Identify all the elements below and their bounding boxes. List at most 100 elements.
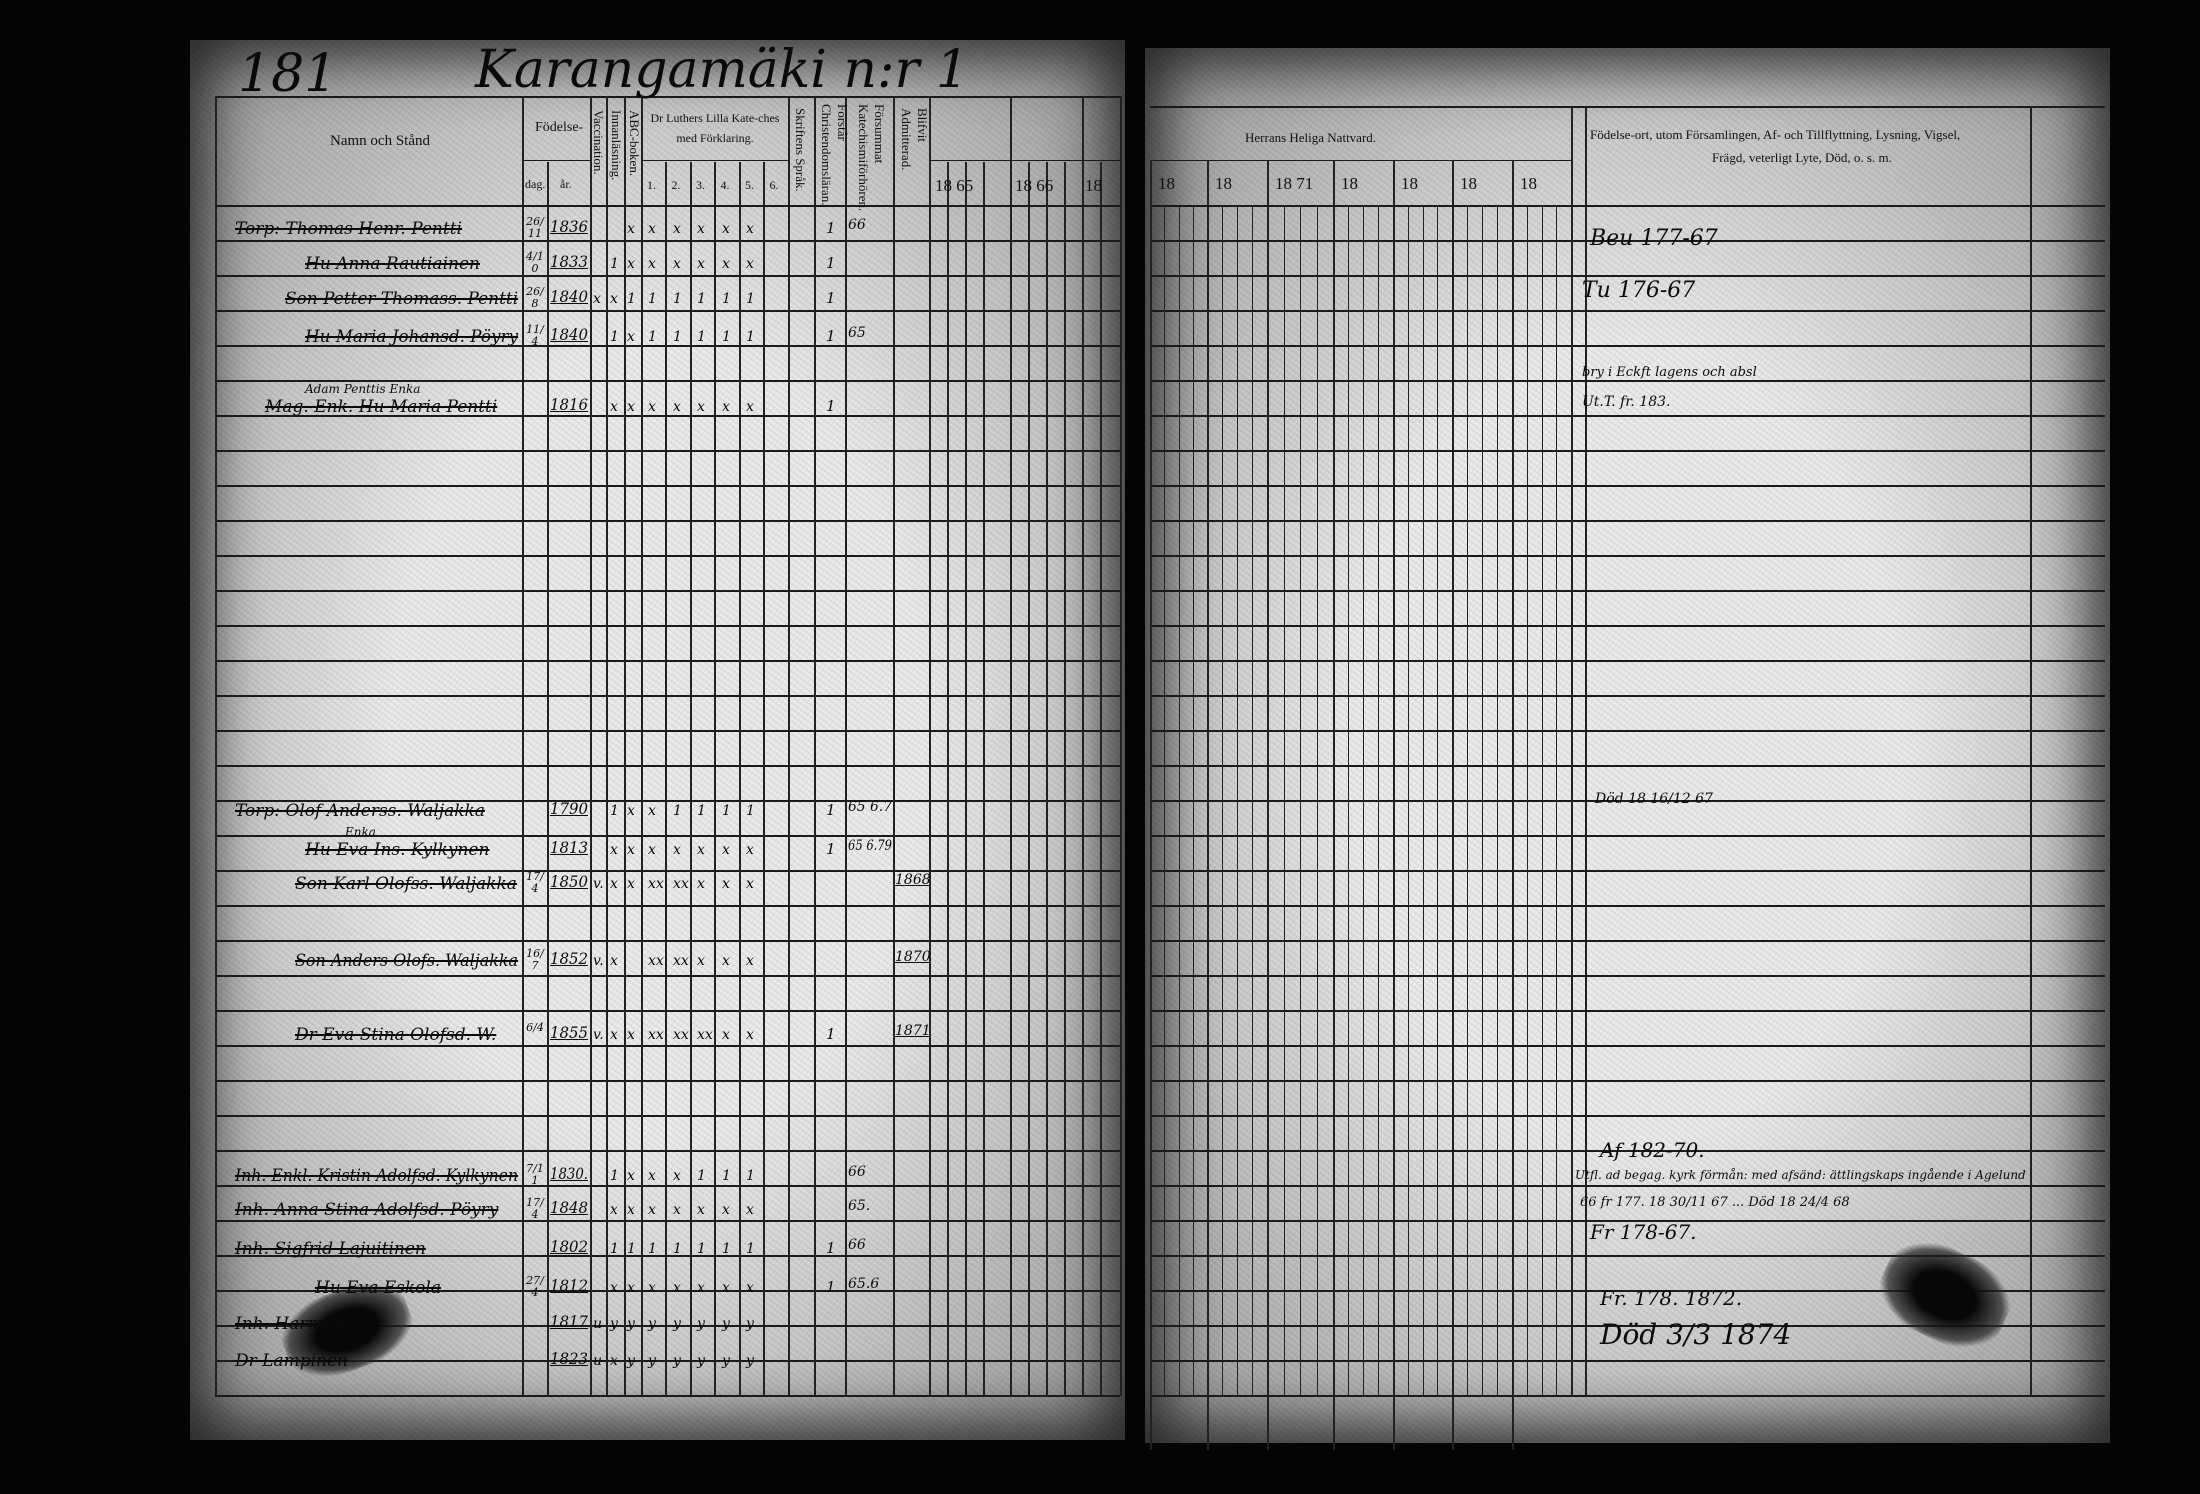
header-catechism-part: 6. [769, 178, 779, 192]
header-communion-year: 18 71 [1275, 174, 1314, 193]
entry-mark: xx [648, 876, 664, 892]
ruled-line [1150, 625, 2105, 627]
sub-column-rule [1556, 205, 1558, 1395]
entry-birth-day: 26/11 [526, 215, 544, 240]
entry-understands: 1 [826, 289, 836, 307]
ruled-line [1150, 800, 2105, 802]
entry-mark: y [673, 1353, 681, 1369]
entry-mark: 1 [697, 1241, 706, 1257]
column-rule [2030, 106, 2032, 1396]
entry-mark: x [746, 953, 754, 969]
entry-mark: x [627, 803, 635, 819]
entry-understands: 1 [826, 840, 836, 858]
entry-mark: x [673, 256, 681, 272]
entry-understands: 1 [826, 219, 836, 237]
ruled-line [215, 800, 1120, 802]
header-year-column: 18 65 [935, 176, 974, 195]
remark-entry: Död 18 16/12 67 [1595, 791, 1713, 807]
entry-mark: x [673, 1168, 681, 1184]
sub-column-rule [1378, 205, 1379, 1395]
sub-column-rule [1222, 205, 1223, 1395]
entry-mark: 1 [722, 1241, 731, 1257]
entry-note: Enka [345, 825, 376, 839]
sub-column-rule [1482, 205, 1483, 1395]
entry-mark: y [746, 1353, 754, 1369]
entry-mark: xx [648, 953, 664, 969]
entry-mark: x [610, 1353, 618, 1369]
entry-mark: y [673, 1316, 681, 1332]
page-number: 181 [238, 44, 338, 104]
ruled-line [1150, 905, 2105, 907]
entry-mark: 1 [673, 329, 682, 345]
entry-mark: v. [593, 876, 604, 892]
entry-mark: 1 [697, 803, 706, 819]
remark-entry: Tu 176-67 [1582, 278, 1696, 303]
entry-mark: x [746, 1027, 754, 1043]
entry-mark: 1 [610, 256, 619, 272]
column-rule [690, 162, 692, 1396]
column-rule [763, 162, 765, 1396]
ruled-line [1150, 555, 2105, 557]
remark-entry: Af 182-70. [1600, 1138, 1705, 1162]
column-rule [1585, 106, 1587, 1396]
entry-mark: x [610, 953, 618, 969]
entry-mark: 1 [648, 1241, 657, 1257]
entry-name: Torp: Olof Anderss. Waljakka [235, 801, 485, 821]
entry-name: Inh. Enkl. Kristin Adolfsd. Kylkynen [235, 1166, 519, 1186]
header-communion-year: 18 [1341, 174, 1358, 193]
header-year-column: 18 [1085, 176, 1102, 195]
entry-mark: x [593, 291, 601, 307]
sub-column-rule [1283, 205, 1285, 1395]
column-rule [1452, 160, 1454, 1450]
header-communion-year: 18 [1401, 174, 1418, 193]
ruled-line [1150, 1290, 2105, 1292]
entry-mark: 1 [673, 291, 682, 307]
entry-admitted: 1871 [895, 1023, 931, 1039]
entry-mark: x [627, 1202, 635, 1218]
header-remarks-line2: Frägd, veterligt Lyte, Död, o. s. m. [1712, 150, 1892, 165]
sub-column-rule [1192, 205, 1194, 1395]
entry-birth-day: 17/4 [526, 870, 544, 895]
entry-birth-day: 7/11 [526, 1162, 544, 1187]
entry-mark: x [673, 1280, 681, 1296]
entry-missed: 66 [848, 1237, 866, 1253]
header-bottom-rule [1150, 205, 2105, 207]
entry-mark: x [627, 1168, 635, 1184]
ruled-line [1150, 450, 2105, 452]
subheader-rule [929, 160, 1122, 161]
entry-mark: 1 [746, 291, 755, 307]
ruled-line [1150, 660, 2105, 662]
entry-missed: 66 [848, 1164, 866, 1180]
entry-understands: 1 [826, 327, 836, 345]
ruled-line [1150, 940, 2105, 942]
entry-name: Dr Eva Stina Olofsd. W. [295, 1025, 497, 1045]
sub-column-rule [1407, 205, 1409, 1395]
entry-mark: x [627, 329, 635, 345]
entry-missed: 65 6.79 [848, 838, 892, 854]
ruled-line [215, 450, 1120, 452]
entry-mark: x [722, 399, 730, 415]
entry-name: Inh. Anna Stina Adolfsd. Pöyry [235, 1200, 499, 1220]
ruled-line [1150, 1150, 2105, 1152]
entry-mark: x [627, 1280, 635, 1296]
entry-mark: y [610, 1316, 618, 1332]
column-rule [1571, 106, 1573, 1396]
entry-birth-year: 1812 [550, 1276, 588, 1295]
entry-mark: y [648, 1353, 656, 1369]
sub-column-rule [1178, 205, 1180, 1395]
remark-entry: Fr 178-67. [1590, 1220, 1697, 1244]
ruled-line [1150, 1080, 2105, 1082]
entry-mark: 1 [627, 291, 636, 307]
entry-mark: x [627, 256, 635, 272]
entry-name: Hu Eva Eskola [315, 1278, 441, 1298]
ruled-line [215, 765, 1120, 767]
entry-mark: x [673, 221, 681, 237]
entry-mark: x [722, 256, 730, 272]
subheader-rule [641, 160, 788, 161]
ruled-line [215, 870, 1120, 872]
entry-birth-day: 26/8 [526, 285, 544, 310]
entry-name: Inh. Sigfrid Lajuitinen [235, 1239, 426, 1259]
entry-mark: x [648, 256, 656, 272]
entry-mark: x [746, 399, 754, 415]
ruled-line [215, 1150, 1120, 1152]
